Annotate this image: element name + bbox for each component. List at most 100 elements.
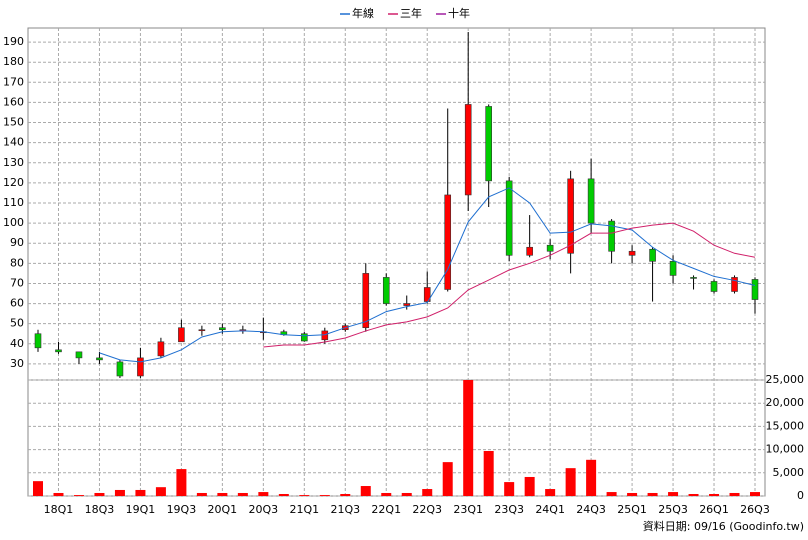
y2-tick-label: 10,000	[766, 443, 805, 456]
volume-bar	[586, 459, 597, 496]
y-tick-label: 160	[3, 95, 24, 108]
candle-body	[608, 220, 615, 252]
candle-body	[690, 277, 697, 279]
x-tick-label: 22Q1	[371, 503, 401, 516]
volume-bar	[258, 492, 269, 496]
volume-bar	[135, 489, 146, 496]
x-tick-label: 21Q1	[289, 503, 319, 516]
y-tick-label: 120	[3, 176, 24, 189]
y-tick-label: 100	[3, 216, 24, 229]
candle-body	[219, 327, 226, 331]
y-tick-label: 90	[10, 236, 24, 249]
y2-tick-label: 15,000	[766, 419, 805, 432]
x-tick-label: 20Q1	[208, 503, 238, 516]
volume-bar	[53, 492, 64, 496]
y2-tick-label: 25,000	[766, 373, 805, 386]
volume-bar	[422, 489, 433, 496]
volume-bar	[565, 468, 576, 496]
volume-bar	[73, 495, 84, 496]
candle-body	[403, 303, 411, 306]
volume-bar	[668, 492, 679, 496]
candle-body	[567, 178, 574, 254]
x-tick-label: 24Q3	[576, 503, 606, 516]
candle-body	[751, 279, 759, 300]
volume-bar	[729, 492, 740, 496]
x-tick-label: 18Q3	[85, 503, 115, 516]
source-note: 資料日期: 09/16 (Goodinfo.tw)	[643, 519, 804, 533]
x-tick-label: 18Q1	[44, 503, 74, 516]
candle-body	[34, 333, 42, 349]
volume-bar	[114, 489, 125, 496]
candle-body	[710, 281, 718, 292]
y-tick-label: 150	[3, 116, 24, 129]
volume-bar	[196, 492, 207, 496]
candle-body	[669, 261, 677, 276]
volume-bar	[155, 487, 166, 496]
candle-body	[546, 244, 554, 252]
candle-body	[178, 327, 185, 343]
x-tick-label: 19Q1	[126, 503, 156, 516]
legend-label: 三年	[400, 6, 422, 20]
volume-bar	[504, 482, 515, 496]
volume-bar	[401, 492, 412, 496]
x-tick-label: 21Q3	[330, 503, 360, 516]
x-tick-label: 22Q3	[412, 503, 442, 516]
x-tick-label: 25Q3	[658, 503, 688, 516]
candle-body	[649, 248, 656, 262]
volume-bar	[94, 492, 105, 496]
volume-bar	[176, 469, 187, 496]
y-tick-label: 50	[10, 317, 24, 330]
y-tick-label: 110	[3, 196, 24, 209]
candle-body	[55, 349, 62, 353]
y-tick-label: 190	[3, 35, 24, 48]
candle-body	[137, 357, 144, 377]
x-tick-label: 23Q3	[494, 503, 524, 516]
candle-body	[362, 273, 370, 329]
legend-label: 十年	[448, 6, 470, 20]
volume-bar	[299, 495, 310, 496]
plot-frame	[27, 27, 766, 497]
volume-bar	[545, 489, 556, 496]
candle-body	[116, 361, 124, 377]
volume-bar	[278, 494, 289, 496]
y-tick-label: 30	[10, 357, 24, 370]
volume-bar	[340, 494, 351, 496]
candle-body	[157, 341, 165, 357]
candle-body	[423, 287, 431, 302]
candle-body	[587, 178, 595, 224]
candle-body	[731, 277, 738, 292]
x-tick-label: 23Q1	[453, 503, 483, 516]
y-tick-label: 180	[3, 55, 24, 68]
legend-label: 年線	[352, 6, 374, 20]
volume-bar	[709, 494, 720, 496]
volume-bar	[237, 492, 248, 496]
volume-bar	[627, 492, 638, 496]
volume-bar	[442, 462, 453, 496]
ma-line	[263, 222, 756, 348]
volume-bar	[647, 492, 658, 496]
volume-bar	[381, 492, 392, 496]
candle-body	[485, 106, 492, 182]
y-tick-label: 40	[10, 337, 24, 350]
volume-bar	[750, 492, 760, 496]
y-tick-label: 60	[10, 297, 24, 310]
ma-line	[99, 187, 756, 363]
y2-tick-label: 5,000	[773, 466, 805, 479]
x-tick-label: 24Q1	[535, 503, 565, 516]
volume-bar	[463, 380, 474, 496]
candle-body	[464, 104, 472, 196]
y2-tick-label: 0	[797, 489, 804, 502]
candle-body	[75, 351, 83, 359]
y-tick-label: 80	[10, 256, 24, 269]
volume-bar	[688, 494, 699, 496]
volume-bar	[33, 481, 43, 496]
candle-body	[444, 194, 452, 290]
x-tick-label: 19Q3	[167, 503, 197, 516]
volume-bar	[360, 486, 371, 496]
candle-body	[382, 277, 390, 304]
volume-bar	[217, 492, 228, 496]
x-tick-label: 20Q3	[249, 503, 279, 516]
candle-body	[526, 246, 533, 256]
volume-bar	[524, 476, 535, 496]
